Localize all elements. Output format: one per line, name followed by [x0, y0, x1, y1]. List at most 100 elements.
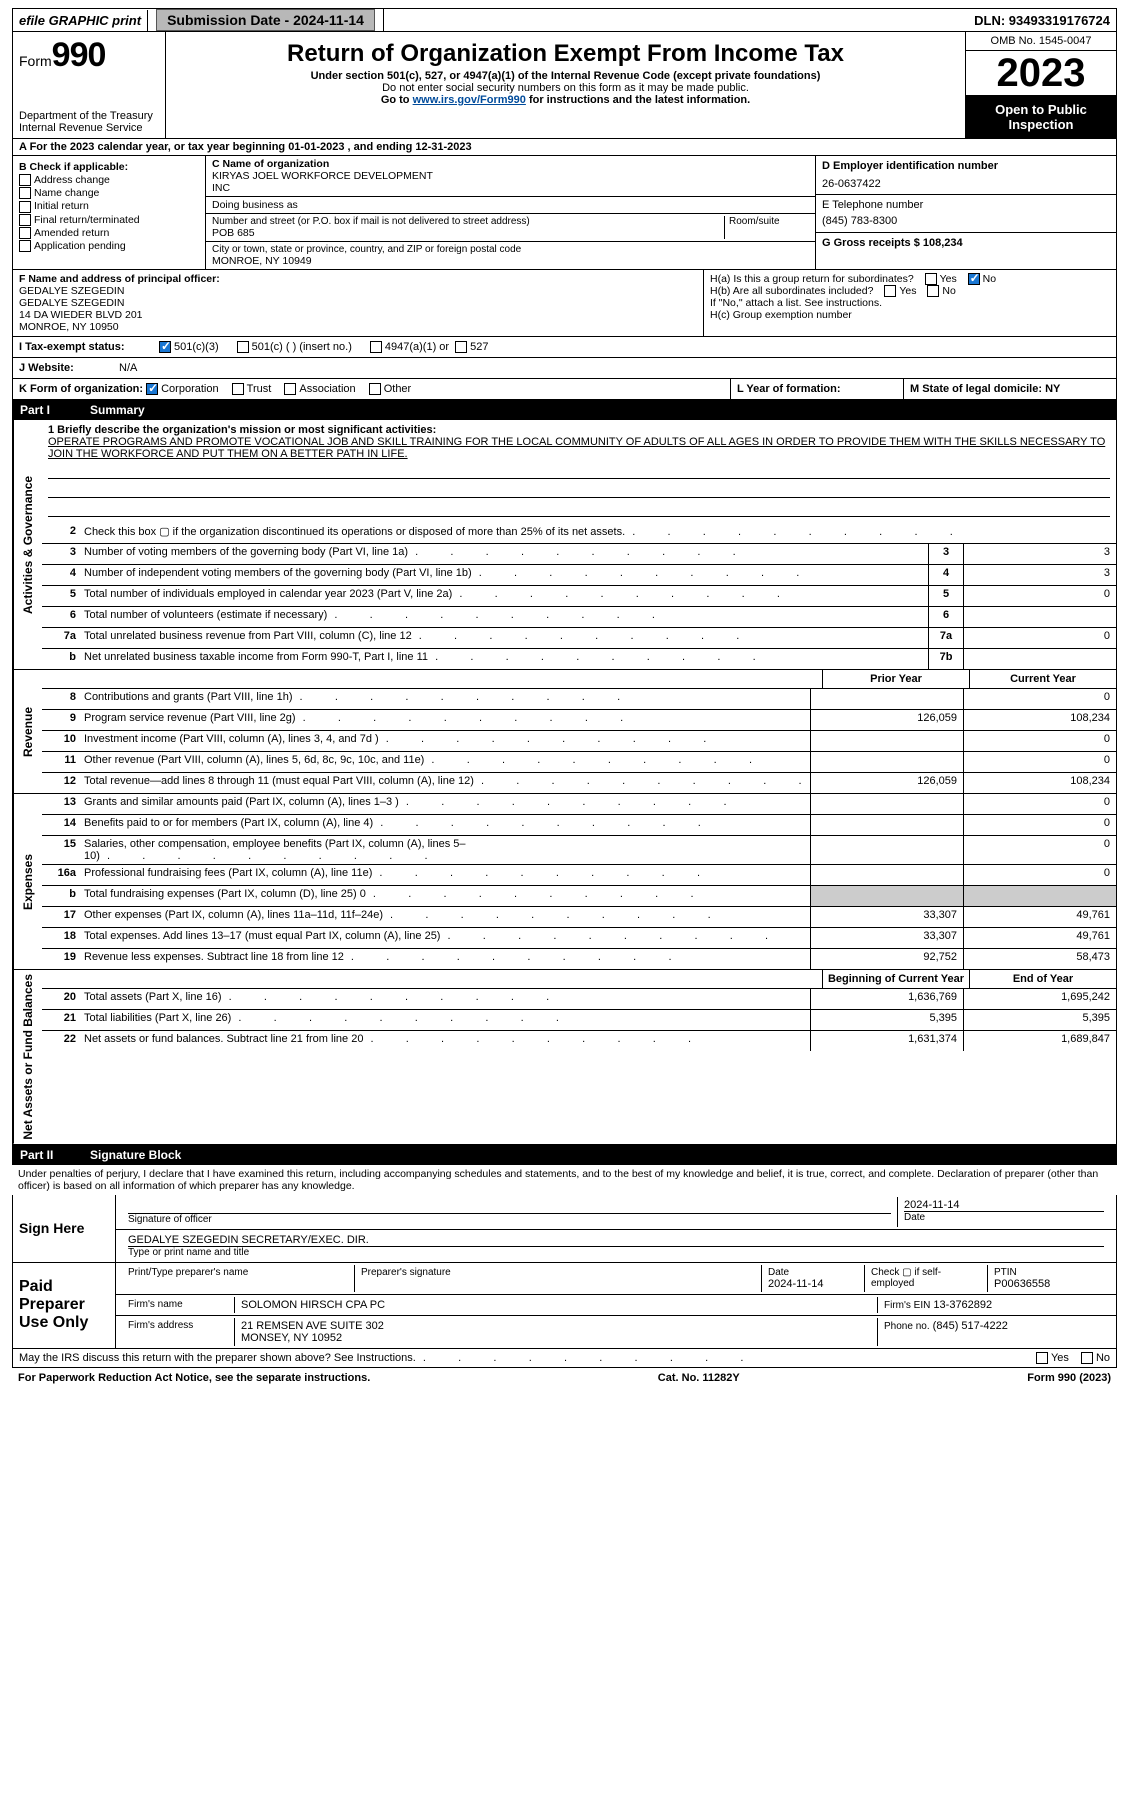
line-number: 15	[42, 836, 80, 864]
line-value	[963, 607, 1116, 627]
opt-4947: 4947(a)(1) or	[385, 341, 449, 353]
label-f: F Name and address of principal officer:	[19, 273, 697, 285]
line-number: 7a	[42, 628, 80, 648]
sig-officer-label: Signature of officer	[128, 1213, 891, 1225]
paid-preparer-label: Paid Preparer Use Only	[13, 1263, 116, 1348]
sig-date: 2024-11-14	[904, 1199, 1104, 1211]
addr-label: Number and street (or P.O. box if mail i…	[212, 216, 724, 227]
checkbox-icon[interactable]	[19, 201, 31, 213]
table-row: 22Net assets or fund balances. Subtract …	[42, 1031, 1116, 1051]
checkbox-checked-icon[interactable]	[146, 383, 158, 395]
line-box: 5	[928, 586, 963, 606]
line-desc: Net unrelated business taxable income fr…	[80, 649, 928, 669]
opt-501c3: 501(c)(3)	[174, 341, 219, 353]
table-row: 18Total expenses. Add lines 13–17 (must …	[42, 928, 1116, 949]
prep-self-employed: Check ▢ if self-employed	[865, 1265, 988, 1292]
section-net-assets: Net Assets or Fund Balances Beginning of…	[12, 970, 1117, 1145]
checkbox-icon[interactable]	[884, 285, 896, 297]
checkbox-icon[interactable]	[1036, 1352, 1048, 1364]
line-box: 4	[928, 565, 963, 585]
line-desc: Investment income (Part VIII, column (A)…	[80, 731, 810, 751]
mission-intro: 1 Briefly describe the organization's mi…	[48, 424, 1110, 436]
open-inspection: Open to Public Inspection	[966, 96, 1116, 138]
checkbox-icon[interactable]	[19, 227, 31, 239]
table-row: 12Total revenue—add lines 8 through 11 (…	[42, 773, 1116, 793]
checkbox-checked-icon[interactable]	[159, 341, 171, 353]
dept-irs: Internal Revenue Service	[19, 122, 159, 134]
line-desc: Benefits paid to or for members (Part IX…	[80, 815, 810, 835]
table-row: 9Program service revenue (Part VIII, lin…	[42, 710, 1116, 731]
prior-year-value: 1,636,769	[810, 989, 963, 1009]
line-number: 13	[42, 794, 80, 814]
table-row: 21Total liabilities (Part X, line 26)5,3…	[42, 1010, 1116, 1031]
no-label: No	[942, 285, 955, 297]
box-c: C Name of organization KIRYAS JOEL WORKF…	[206, 156, 816, 269]
current-year-value: 49,761	[963, 928, 1116, 948]
box-b: B Check if applicable: Address change Na…	[13, 156, 206, 269]
line-box: 7b	[928, 649, 963, 669]
checkbox-icon[interactable]	[925, 273, 937, 285]
table-row: 4Number of independent voting members of…	[42, 565, 1116, 586]
footer-left: For Paperwork Reduction Act Notice, see …	[18, 1372, 370, 1384]
part-2-title: Signature Block	[90, 1148, 181, 1162]
org-name-1: KIRYAS JOEL WORKFORCE DEVELOPMENT	[212, 170, 433, 182]
current-year-value: 108,234	[963, 710, 1116, 730]
cb-application-pending: Application pending	[34, 240, 126, 252]
line-desc: Total revenue—add lines 8 through 11 (mu…	[80, 773, 810, 793]
line-number: 4	[42, 565, 80, 585]
form-title: Return of Organization Exempt From Incom…	[174, 40, 957, 68]
sig-name: GEDALYE SZEGEDIN SECRETARY/EXEC. DIR.	[128, 1234, 1104, 1246]
line-number: 20	[42, 989, 80, 1009]
section-governance: Activities & Governance 1 Briefly descri…	[12, 420, 1117, 670]
checkbox-icon[interactable]	[19, 214, 31, 226]
checkbox-icon[interactable]	[927, 285, 939, 297]
checkbox-icon[interactable]	[455, 341, 467, 353]
firm-name: SOLOMON HIRSCH CPA PC	[235, 1297, 878, 1313]
current-year-value: 1,695,242	[963, 989, 1116, 1009]
checkbox-checked-icon[interactable]	[968, 273, 980, 285]
current-year-value: 0	[963, 836, 1116, 864]
label-g: G Gross receipts $ 108,234	[816, 233, 1116, 270]
box-h: H(a) Is this a group return for subordin…	[704, 270, 1116, 336]
prior-year-value: 1,631,374	[810, 1031, 963, 1051]
line-number: 17	[42, 907, 80, 927]
side-label-net-assets: Net Assets or Fund Balances	[13, 970, 42, 1144]
cb-initial-return: Initial return	[34, 200, 89, 212]
table-row: 19Revenue less expenses. Subtract line 1…	[42, 949, 1116, 969]
line-value: 0	[963, 628, 1116, 648]
checkbox-icon[interactable]	[19, 240, 31, 252]
opt-trust: Trust	[247, 383, 272, 395]
city-label: City or town, state or province, country…	[212, 244, 521, 255]
checkbox-icon[interactable]	[19, 174, 31, 186]
line-desc: Other revenue (Part VIII, column (A), li…	[80, 752, 810, 772]
form-subtitle: Under section 501(c), 527, or 4947(a)(1)…	[174, 70, 957, 82]
line-box: 6	[928, 607, 963, 627]
checkbox-icon[interactable]	[19, 187, 31, 199]
line-desc: Total expenses. Add lines 13–17 (must eq…	[80, 928, 810, 948]
checkbox-icon[interactable]	[369, 383, 381, 395]
penalties-text: Under penalties of perjury, I declare th…	[12, 1165, 1117, 1195]
checkbox-icon[interactable]	[370, 341, 382, 353]
submission-date-button[interactable]: Submission Date - 2024-11-14	[156, 9, 375, 31]
part-1-label: Part I	[20, 403, 90, 417]
col-end: End of Year	[969, 970, 1116, 988]
firm-ein: 13-3762892	[933, 1299, 992, 1311]
checkbox-icon[interactable]	[284, 383, 296, 395]
checkbox-icon[interactable]	[237, 341, 249, 353]
form-prefix: Form	[19, 53, 52, 69]
checkbox-icon[interactable]	[232, 383, 244, 395]
phone-value: (845) 783-8300	[822, 215, 1110, 227]
sig-type-label: Type or print name and title	[128, 1246, 1104, 1258]
mission-text: OPERATE PROGRAMS AND PROMOTE VOCATIONAL …	[48, 436, 1110, 460]
part-2-header: Part II Signature Block	[12, 1145, 1117, 1165]
table-row: bNet unrelated business taxable income f…	[42, 649, 1116, 669]
goto-link[interactable]: www.irs.gov/Form990	[413, 94, 526, 106]
line-number: 14	[42, 815, 80, 835]
form-warning: Do not enter social security numbers on …	[174, 82, 957, 94]
opt-corp: Corporation	[161, 383, 218, 395]
table-row: 17Other expenses (Part IX, column (A), l…	[42, 907, 1116, 928]
h-note: If "No," attach a list. See instructions…	[710, 297, 1110, 309]
table-row: 15Salaries, other compensation, employee…	[42, 836, 1116, 865]
room-label: Room/suite	[724, 216, 809, 239]
checkbox-icon[interactable]	[1081, 1352, 1093, 1364]
